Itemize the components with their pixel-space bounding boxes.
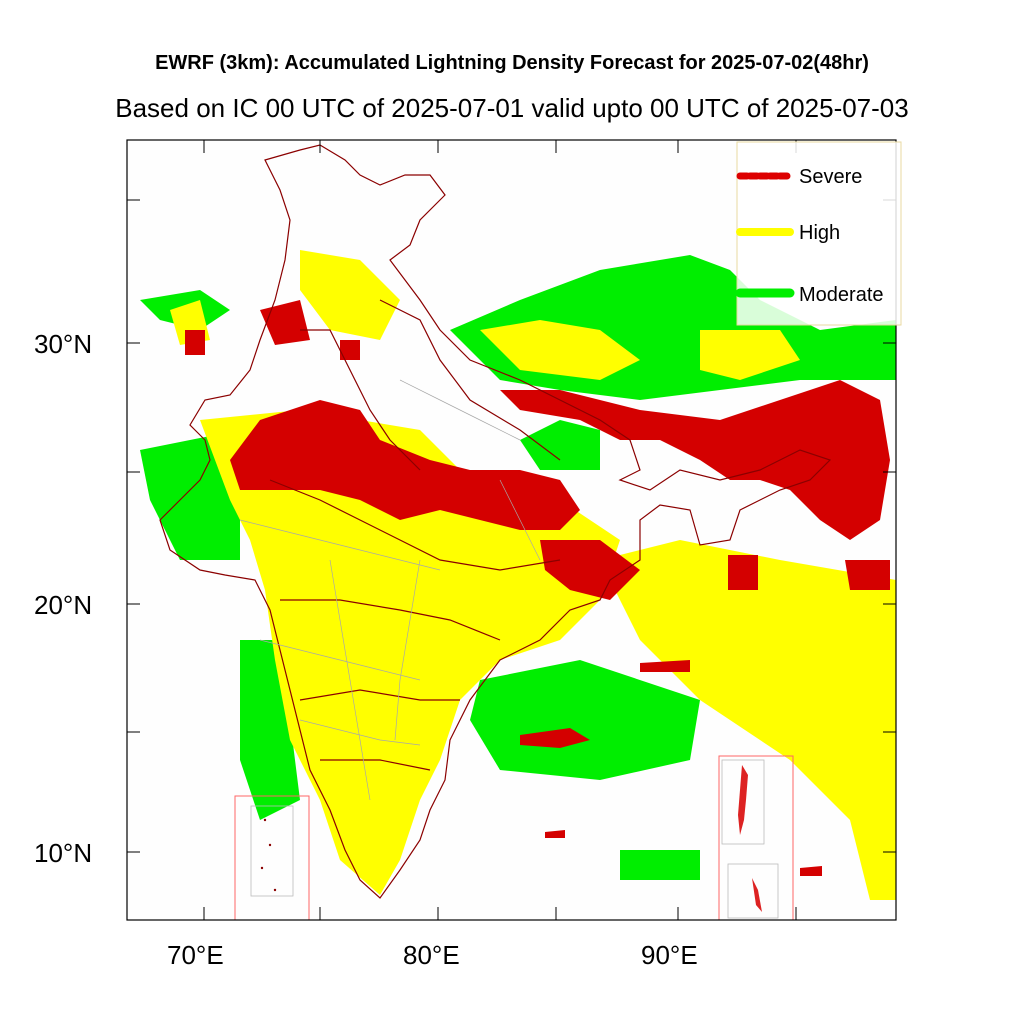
- legend-label-moderate: Moderate: [799, 284, 884, 306]
- legend-label-high: High: [799, 222, 840, 244]
- lat-label-30n: 30°N: [34, 329, 93, 359]
- legend-item-severe: Severe: [736, 166, 862, 188]
- legend-item-high: High: [736, 222, 840, 244]
- andaman-nicobar-inset: [718, 755, 794, 921]
- legend-label-severe: Severe: [799, 166, 862, 188]
- high-region-layer: [170, 250, 896, 900]
- lon-label-70e: 70°E: [167, 940, 224, 970]
- chart-title: EWRF (3km): Accumulated Lightning Densit…: [155, 52, 869, 74]
- district-borders: [239, 379, 541, 801]
- india-state-borders: [159, 144, 832, 899]
- lon-label-90e: 90°E: [641, 940, 698, 970]
- chart-subtitle: Based on IC 00 UTC of 2025-07-01 valid u…: [115, 93, 909, 123]
- lon-label-80e: 80°E: [403, 940, 460, 970]
- lat-label-10n: 10°N: [34, 838, 93, 868]
- severe-region-layer: [185, 300, 890, 876]
- lat-label-20n: 20°N: [34, 590, 93, 620]
- map-frame: [126, 139, 897, 921]
- legend: Severe High Moderate: [735, 141, 902, 326]
- legend-item-moderate: Moderate: [735, 284, 884, 306]
